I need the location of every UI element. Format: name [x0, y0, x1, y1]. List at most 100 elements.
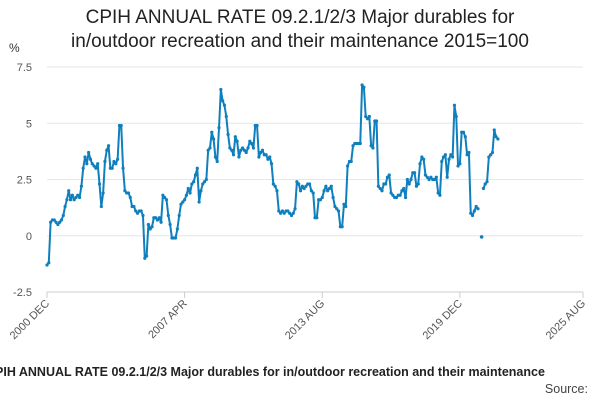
data-point: [275, 189, 279, 193]
data-point: [458, 162, 462, 166]
data-point: [164, 198, 169, 202]
data-point: [88, 157, 93, 161]
data-point: [456, 164, 460, 168]
data-point: [65, 198, 69, 202]
data-point: [135, 211, 140, 215]
data-point: [409, 177, 413, 182]
data-point: [237, 155, 241, 159]
data-point: [159, 220, 163, 224]
data-point: [144, 254, 149, 258]
data-point: [362, 85, 366, 89]
data-point: [85, 162, 89, 166]
data-point: [78, 195, 82, 200]
data-point: [179, 202, 183, 206]
y-tick-label: 5: [26, 118, 32, 130]
data-point-isolated: [479, 235, 484, 239]
data-point: [279, 211, 283, 215]
data-point: [257, 155, 261, 159]
data-point: [126, 191, 131, 195]
data-point: [68, 198, 73, 202]
data-point: [449, 153, 453, 157]
data-point: [391, 193, 395, 197]
data-point: [211, 137, 216, 141]
data-point: [440, 159, 444, 164]
data-point: [351, 144, 355, 148]
data-point: [271, 182, 275, 186]
data-point: [215, 159, 219, 164]
data-point: [438, 193, 442, 197]
data-point: [163, 195, 167, 200]
data-point: [94, 166, 98, 170]
data-point: [389, 191, 393, 195]
data-point: [105, 148, 109, 152]
data-point: [445, 175, 449, 179]
data-point: [387, 173, 391, 177]
data-point: [81, 166, 85, 170]
data-point: [422, 157, 426, 161]
data-point: [483, 182, 487, 186]
data-point: [324, 184, 328, 188]
data-point: [193, 173, 198, 177]
data-point: [470, 213, 475, 218]
data-point: [175, 227, 179, 231]
data-point: [195, 166, 199, 170]
data-point: [47, 261, 51, 265]
data-point: [295, 180, 299, 184]
data-point: [416, 182, 420, 186]
data-point: [451, 155, 455, 159]
x-tick-label: 2007 APR: [146, 298, 190, 342]
data-point: [376, 184, 380, 188]
data-point: [139, 209, 143, 213]
data-point: [364, 114, 368, 119]
data-point: [269, 162, 274, 166]
data-point: [186, 186, 190, 191]
data-point: [412, 171, 417, 175]
data-point: [298, 189, 303, 193]
data-point: [492, 128, 496, 132]
data-point: [496, 137, 500, 141]
data-point: [443, 153, 447, 157]
data-point: [367, 114, 371, 119]
data-point: [49, 220, 53, 224]
data-point: [434, 175, 438, 179]
data-point: [251, 146, 256, 150]
data-point: [76, 193, 80, 197]
data-point: [141, 213, 145, 218]
data-point: [452, 103, 457, 107]
y-tick-label: -2.5: [13, 287, 32, 299]
data-point: [320, 195, 324, 200]
data-point: [61, 213, 65, 218]
data-point: [307, 182, 312, 186]
data-point: [474, 204, 478, 209]
x-tick-label: 2000 DEC: [8, 298, 52, 342]
data-point: [277, 209, 281, 213]
data-point: [358, 141, 362, 146]
data-point: [322, 189, 326, 193]
data-point: [282, 211, 286, 215]
data-point: [213, 155, 218, 159]
data-point: [384, 182, 388, 186]
data-point: [70, 193, 74, 197]
data-point: [155, 218, 160, 222]
data-point: [224, 114, 228, 119]
data-point: [242, 148, 246, 152]
data-point: [59, 218, 64, 222]
data-point: [222, 103, 227, 107]
data-point: [148, 227, 152, 231]
data-point: [394, 195, 399, 200]
footer-series-title: CPIH ANNUAL RATE 09.2.1/2/3 Major durabl…: [0, 365, 545, 379]
data-point: [268, 155, 272, 159]
data-point: [260, 148, 265, 152]
data-point: [286, 209, 290, 213]
data-point: [204, 177, 208, 182]
data-point: [365, 117, 370, 121]
data-point: [311, 191, 315, 195]
chart-title: CPIH ANNUAL RATE 09.2.1/2/3 Major durabl…: [0, 6, 600, 54]
data-point: [398, 193, 402, 197]
data-point: [239, 148, 243, 152]
data-point: [441, 155, 446, 159]
data-point: [184, 193, 189, 197]
data-point: [463, 135, 467, 139]
data-point: [83, 155, 87, 159]
data-point: [349, 159, 353, 164]
